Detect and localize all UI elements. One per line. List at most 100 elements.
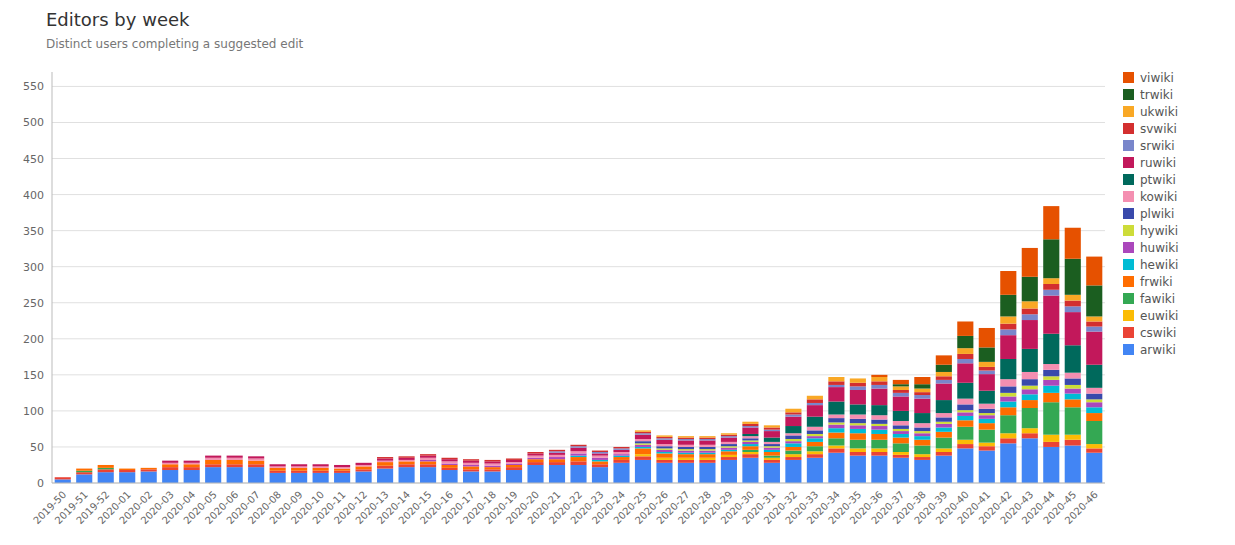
y-tick-label: 500: [23, 116, 44, 129]
bar-segment: [98, 464, 114, 465]
bar-segment: [119, 468, 135, 469]
bar-segment: [721, 448, 737, 450]
bar-segment: [570, 453, 586, 455]
bar-segment: [506, 458, 522, 459]
bar-segment: [377, 469, 393, 483]
bar-segment: [828, 448, 844, 452]
bar-segment: [957, 336, 973, 348]
bar-segment: [979, 430, 995, 443]
bar-segment: [850, 452, 866, 456]
bar-segment: [334, 464, 350, 465]
bar-segment: [850, 378, 866, 379]
bar-segment: [850, 404, 866, 414]
bar-segment: [1065, 399, 1081, 407]
bar-segment: [1022, 400, 1038, 408]
legend-swatch: [1123, 310, 1134, 321]
bar-segment: [936, 380, 952, 384]
bar-segment: [119, 470, 135, 471]
bar-segment: [119, 468, 135, 469]
bar-segment: [613, 448, 629, 449]
bar-segment: [55, 477, 71, 478]
bar-segment: [76, 472, 92, 473]
bar-segment: [570, 444, 586, 445]
bar-segment: [699, 439, 715, 440]
bar-segment: [420, 454, 436, 455]
bar-segment: [1086, 327, 1102, 332]
bar-segment: [570, 448, 586, 452]
bar-segment: [570, 445, 586, 446]
bar-segment: [334, 468, 350, 469]
bar-segment: [721, 433, 737, 434]
bar-segment: [699, 460, 715, 463]
bar-segment: [893, 396, 909, 410]
bar-segment: [914, 389, 930, 393]
bar-segment: [484, 459, 500, 460]
bar-segment: [828, 385, 844, 387]
bar-segment: [527, 459, 543, 462]
bar-segment: [248, 456, 264, 457]
bar-segment: [828, 446, 844, 449]
bar-segment: [1043, 284, 1059, 290]
bar-segment: [979, 443, 995, 447]
bar-segment: [635, 456, 651, 460]
bar-segment: [785, 408, 801, 409]
legend-label: fawiki: [1140, 292, 1175, 306]
bar-segment: [807, 417, 823, 427]
bar-segment: [764, 425, 780, 426]
bar-segment: [893, 455, 909, 458]
bar-segment: [162, 464, 178, 465]
bar-segment: [141, 467, 157, 468]
bar-segment: [957, 354, 973, 359]
bar-segment: [785, 426, 801, 433]
bar-segment: [957, 440, 973, 444]
bar-segment: [119, 468, 135, 469]
bar-segment: [570, 451, 586, 453]
bar-segment: [807, 430, 823, 434]
bar-segment: [270, 464, 286, 465]
bar-segment: [76, 468, 92, 469]
bar-segment: [828, 418, 844, 422]
bar-segment: [1022, 408, 1038, 428]
bar-segment: [656, 450, 672, 452]
bar-segment: [850, 390, 866, 404]
bar-segment: [570, 456, 586, 457]
bar-segment: [979, 391, 995, 404]
bar-segment: [248, 456, 264, 457]
bar-segment: [76, 468, 92, 469]
bar-segment: [420, 467, 436, 483]
bar-segment: [828, 453, 844, 483]
bar-segment: [678, 439, 694, 440]
bar-segment: [98, 469, 114, 470]
bar-segment: [871, 377, 887, 381]
bar-segment: [463, 463, 479, 465]
bar-segment: [1065, 385, 1081, 389]
chart: Editors by weekDistinct users completing…: [0, 0, 1235, 545]
legend-label: frwiki: [1140, 275, 1173, 289]
bar-segment: [98, 464, 114, 465]
bar-segment: [699, 449, 715, 450]
bar-segment: [570, 461, 586, 465]
bar-segment: [613, 456, 629, 457]
bar-segment: [484, 459, 500, 460]
bar-segment: [270, 467, 286, 468]
bar-segment: [957, 404, 973, 410]
bar-segment: [592, 464, 608, 467]
bar-segment: [871, 426, 887, 430]
grid-line: [52, 302, 1105, 303]
bar-segment: [506, 464, 522, 465]
legend-swatch: [1123, 174, 1134, 185]
bar-segment: [227, 464, 243, 467]
bar-segment: [807, 438, 823, 442]
bar-segment: [527, 451, 543, 452]
bar-segment: [764, 463, 780, 483]
title: Editors by week: [46, 9, 190, 30]
bar-segment: [979, 374, 995, 391]
bar-segment: [463, 469, 479, 471]
bar-segment: [76, 469, 92, 471]
bar-segment: [55, 477, 71, 478]
bar-segment: [828, 428, 844, 432]
bar-segment: [871, 456, 887, 483]
bar-segment: [270, 464, 286, 465]
bar-segment: [227, 455, 243, 456]
bar-segment: [742, 452, 758, 454]
